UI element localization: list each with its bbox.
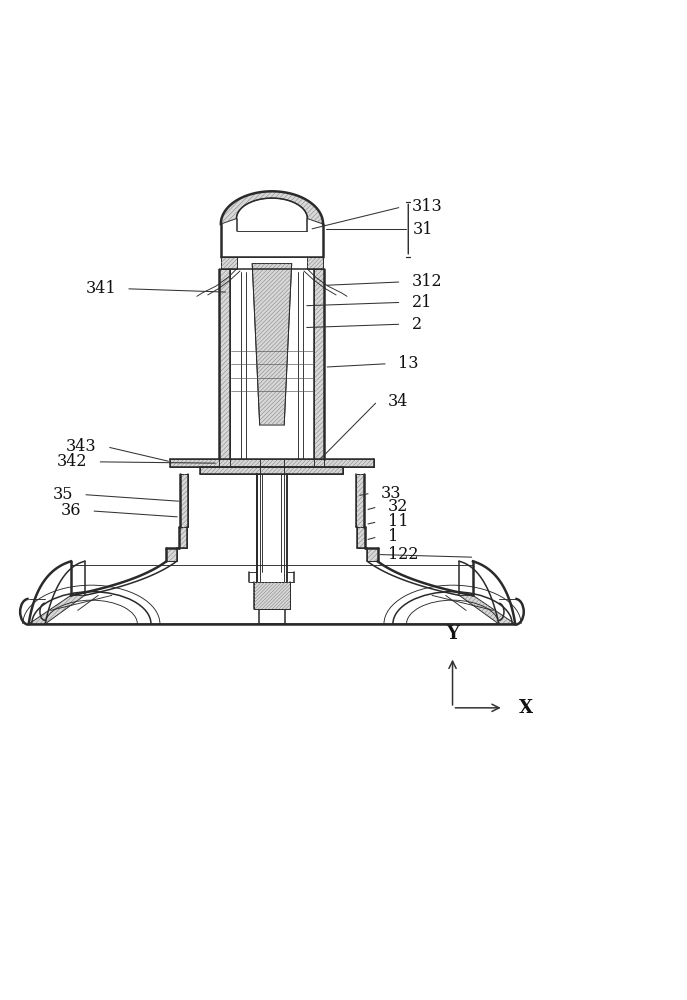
Polygon shape [201, 467, 344, 474]
Polygon shape [357, 527, 365, 548]
Text: 1: 1 [387, 528, 398, 545]
Polygon shape [179, 527, 187, 548]
Text: 343: 343 [66, 438, 97, 455]
Text: 31: 31 [413, 221, 433, 238]
Polygon shape [368, 548, 378, 561]
Polygon shape [307, 257, 323, 269]
Text: X: X [519, 699, 532, 717]
Polygon shape [29, 595, 85, 624]
Polygon shape [170, 459, 374, 467]
Polygon shape [254, 582, 291, 609]
Text: 13: 13 [398, 355, 418, 372]
Text: 35: 35 [52, 486, 73, 503]
Polygon shape [180, 474, 188, 527]
Text: 11: 11 [387, 513, 408, 530]
Text: 312: 312 [412, 273, 442, 290]
Text: 32: 32 [387, 498, 408, 515]
Polygon shape [460, 595, 515, 624]
Text: 2: 2 [412, 316, 422, 333]
Polygon shape [356, 474, 364, 527]
Text: 21: 21 [412, 294, 432, 311]
Text: 34: 34 [387, 393, 408, 410]
Polygon shape [314, 269, 324, 459]
Text: 33: 33 [381, 485, 401, 502]
Text: 342: 342 [57, 453, 87, 470]
Polygon shape [252, 264, 292, 425]
Text: 313: 313 [412, 198, 442, 215]
Polygon shape [221, 257, 236, 269]
Polygon shape [221, 191, 323, 224]
Text: 36: 36 [60, 502, 81, 519]
Text: 341: 341 [85, 280, 116, 297]
Polygon shape [166, 548, 177, 561]
Polygon shape [219, 269, 229, 459]
Text: 122: 122 [387, 546, 418, 563]
Text: Y: Y [446, 625, 459, 643]
